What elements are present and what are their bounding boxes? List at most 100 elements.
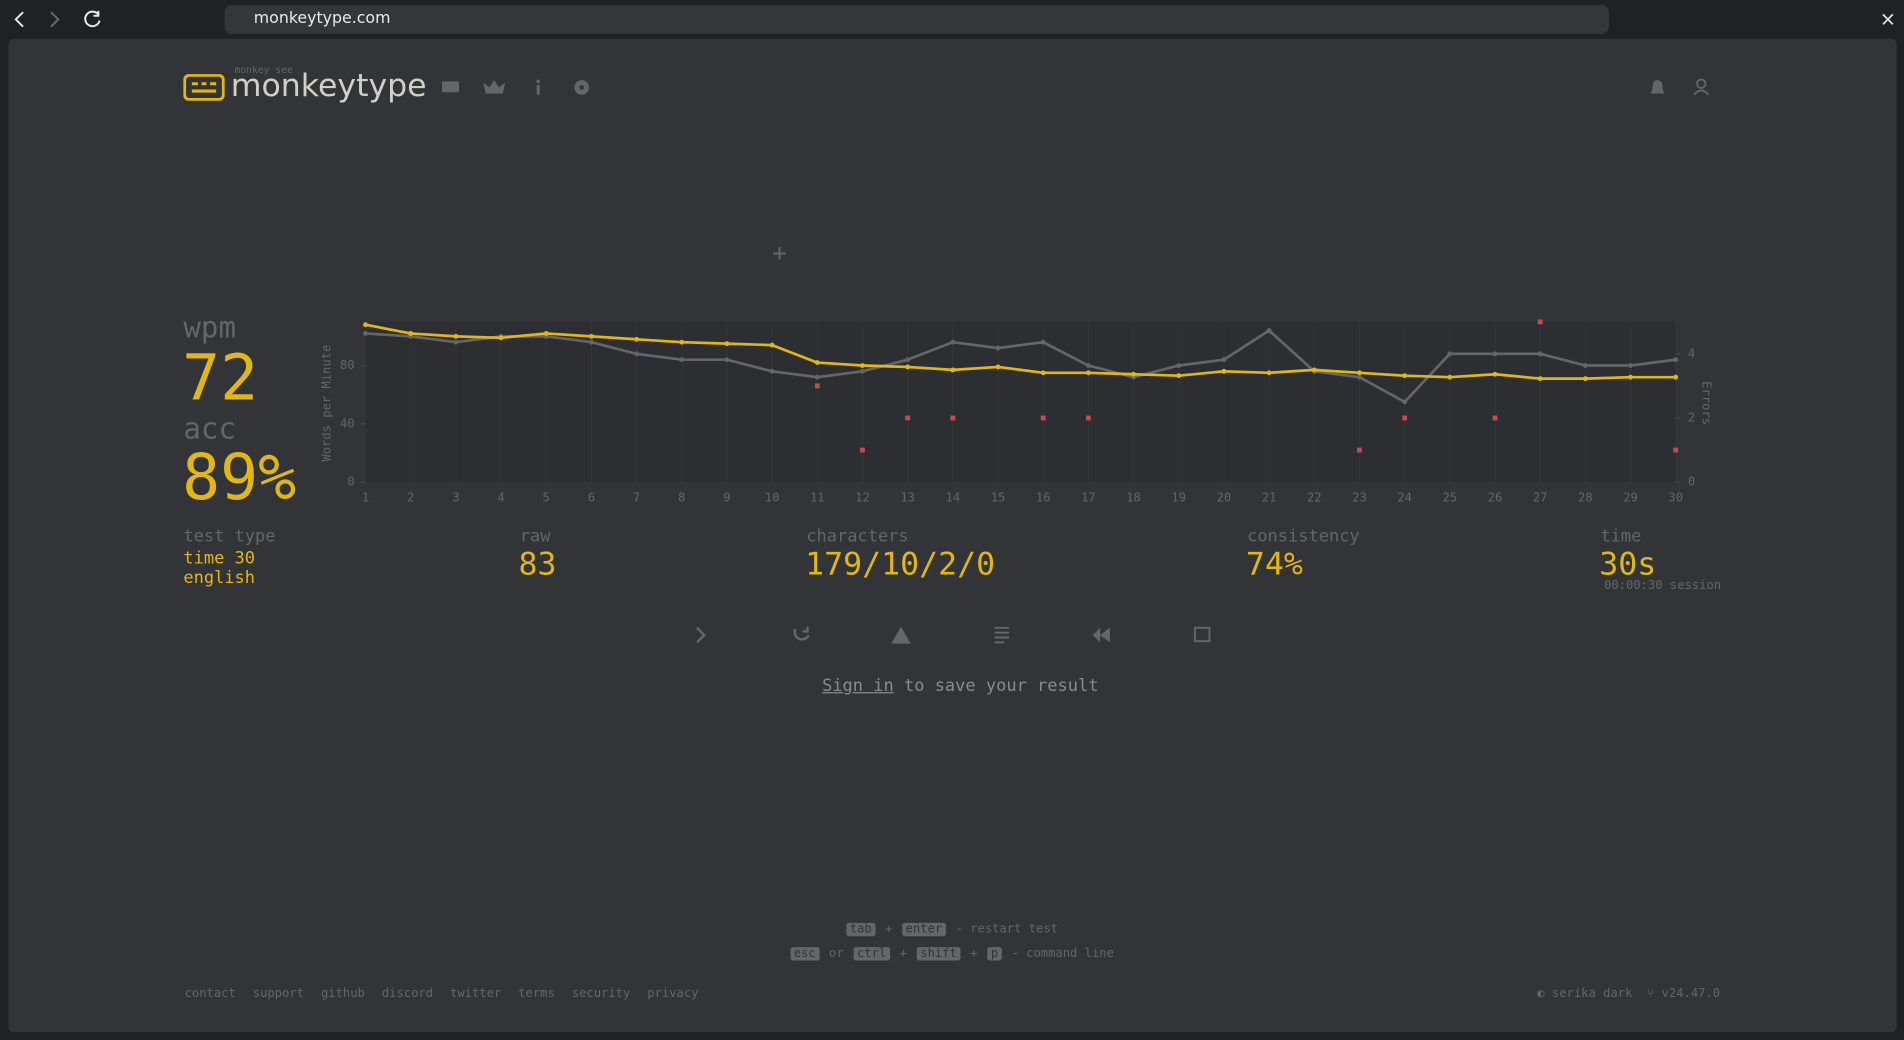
key: enter	[902, 922, 946, 937]
series-point	[1537, 376, 1543, 382]
keyboard-icon[interactable]	[442, 81, 460, 93]
page	[8, 38, 1897, 1033]
series-point	[1357, 370, 1362, 376]
logo-icon[interactable]	[183, 74, 225, 101]
x-tick-label: 7	[633, 491, 640, 505]
report[interactable]	[891, 626, 911, 644]
x-tick-label: 20	[1217, 491, 1232, 505]
series-point	[543, 331, 549, 336]
logo[interactable]: monkeytype	[230, 68, 427, 105]
raw-value: 83	[518, 546, 557, 583]
time-label: time	[1600, 527, 1642, 547]
footer-link[interactable]: terms	[518, 987, 555, 1001]
version[interactable]: v24.47.0	[1661, 987, 1721, 1001]
series-point	[679, 339, 685, 345]
x-tick-label: 28	[1578, 491, 1593, 505]
nav-icons	[442, 79, 589, 95]
url-bar[interactable]: monkeytype.com	[224, 4, 1609, 35]
sign-in-text: to save your result	[903, 676, 1099, 696]
error-point	[1673, 447, 1679, 453]
series-point	[950, 339, 956, 345]
series-point	[679, 357, 685, 363]
series-point	[1266, 370, 1272, 376]
series-point	[950, 367, 956, 373]
wpm-label: wpm	[183, 310, 237, 345]
browser-bar: monkeytype.com ×	[0, 0, 1904, 39]
x-tick-label: 1	[362, 491, 369, 505]
footer-link[interactable]: contact	[184, 987, 236, 1001]
footer-link[interactable]: twitter	[450, 987, 502, 1001]
series-point	[1040, 339, 1046, 345]
forward[interactable]	[50, 11, 60, 28]
restart[interactable]	[793, 626, 810, 641]
series-point	[1176, 363, 1182, 368]
footer-link[interactable]: github	[320, 987, 365, 1001]
series-point	[1628, 374, 1633, 380]
error-point	[905, 415, 911, 421]
y2-tick-label: 0	[1688, 475, 1695, 489]
next-test[interactable]	[696, 626, 707, 644]
series-point	[860, 363, 865, 368]
x-tick-label: 24	[1397, 491, 1412, 505]
x-tick-label: 26	[1488, 491, 1503, 505]
x-tick-label: 4	[497, 491, 504, 505]
series-point	[498, 335, 504, 341]
series-line	[365, 329, 1676, 404]
x-tick-label: 3	[452, 491, 459, 505]
shortcut-text: - command line	[1011, 947, 1114, 961]
x-tick-label: 19	[1171, 491, 1186, 505]
close[interactable]: ×	[1879, 7, 1897, 31]
screenshot[interactable]	[1193, 626, 1211, 643]
x-tick-label: 11	[810, 491, 825, 505]
user-icon[interactable]	[1696, 78, 1707, 89]
series-point	[363, 331, 368, 336]
footer-right: ◐ serika dark ⑂ v24.47.0	[1537, 987, 1721, 1001]
series-point	[724, 341, 730, 347]
x-tick-label: 21	[1262, 491, 1277, 505]
word-history[interactable]	[994, 626, 1010, 644]
theme[interactable]: serika dark	[1551, 987, 1633, 1001]
shortcut-line: esc or ctrl + shift + p - command line	[0, 947, 1904, 961]
test-type-label: test type	[183, 527, 276, 547]
footer-link[interactable]: privacy	[647, 987, 699, 1001]
test-type: english	[183, 568, 256, 588]
cursor: +	[772, 238, 787, 268]
x-tick-label: 14	[946, 491, 961, 505]
logo-sub: monkey see	[234, 64, 293, 76]
crown-icon[interactable]	[483, 80, 506, 94]
series-point	[634, 336, 640, 342]
series-point	[1221, 357, 1227, 363]
bell-icon[interactable]	[1650, 80, 1665, 94]
reload[interactable]	[84, 10, 101, 28]
sign-in-row: Sign in to save your result	[822, 676, 1098, 695]
nav-buttons	[14, 10, 101, 28]
series-point	[1176, 373, 1182, 379]
back[interactable]	[14, 11, 24, 28]
shortcut-text: +	[970, 947, 978, 961]
key: p	[987, 947, 1002, 961]
key: shift	[916, 947, 961, 961]
x-tick-label: 8	[678, 491, 685, 505]
footer-link[interactable]: support	[252, 987, 304, 1001]
x-tick-label: 13	[900, 491, 915, 505]
chart: 1 2 3 4 5 6 7 8 9 10 11 12 13 14 15 16 17 18 19 20 21 22 23 24 2…	[319, 319, 1713, 505]
footer-link[interactable]: discord	[381, 987, 434, 1001]
x-tick-label: 15	[991, 491, 1006, 505]
plot-area	[365, 321, 1676, 483]
info-icon[interactable]	[536, 85, 540, 95]
series-point	[860, 368, 865, 374]
x-tick-label: 12	[855, 491, 870, 505]
shortcut-text: - restart test	[955, 922, 1058, 937]
error-point	[1085, 415, 1091, 421]
error-point	[950, 415, 956, 421]
error-point	[1357, 447, 1362, 453]
x-tick-label: 27	[1533, 491, 1548, 505]
series-point	[1582, 363, 1588, 368]
y2-tick-label: 2	[1688, 411, 1695, 425]
footer-link[interactable]: security	[571, 987, 631, 1001]
sign-in-link[interactable]: Sign in	[822, 676, 894, 696]
replay[interactable]	[1092, 627, 1110, 643]
characters-label: characters	[806, 527, 909, 547]
